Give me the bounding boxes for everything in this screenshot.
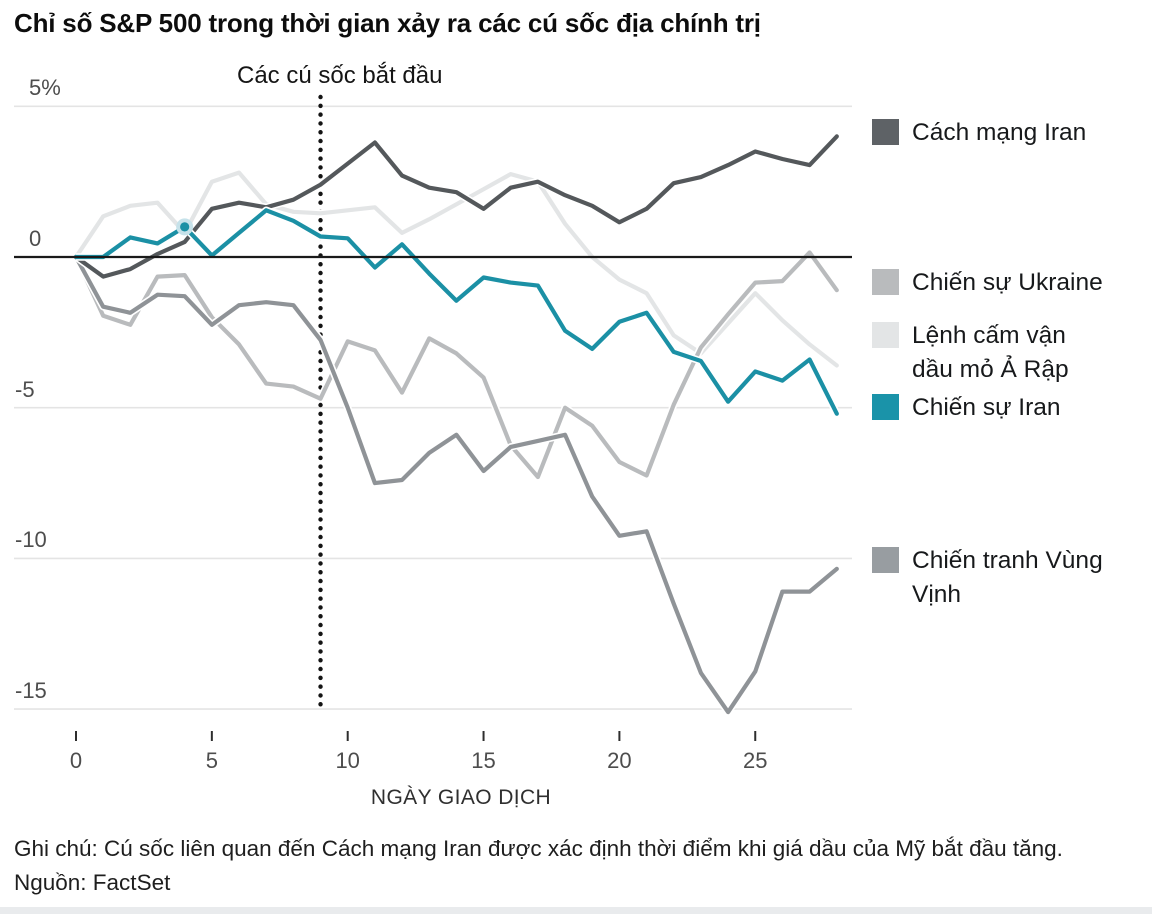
shock-start-annotation: Các cú sốc bắt đầu — [237, 62, 443, 89]
x-tick-label: 10 — [335, 748, 360, 773]
legend-label: Chiến tranh Vùng Vịnh — [912, 547, 1103, 608]
x-axis-title: NGÀY GIAO DỊCH — [370, 786, 552, 809]
x-tick-label: 5 — [205, 748, 218, 773]
legend-item-ukraine-war: Chiến sự Ukraine — [872, 266, 1152, 300]
y-tick-label: 0 — [29, 226, 42, 251]
x-tick-label: 20 — [607, 748, 632, 773]
y-tick-label: -15 — [15, 678, 47, 704]
legend-swatch-arab-oil-embargo — [872, 322, 899, 348]
legend-swatch-gulf-war — [872, 547, 899, 573]
footnote: Ghi chú: Cú sốc liên quan đến Cách mạng … — [14, 836, 1063, 861]
chart-canvas — [14, 94, 852, 741]
legend-label: Cách mạng Iran — [912, 119, 1087, 146]
y-tick-label: -10 — [15, 527, 47, 553]
x-tick-label: 15 — [471, 748, 496, 773]
legend-swatch-iran-revolution — [872, 119, 899, 145]
bottom-divider — [0, 907, 1152, 914]
legend-label: Lệnh cấm vận dầu mỏ Ả Rập — [912, 322, 1069, 383]
legend-label: Chiến sự Iran — [912, 394, 1061, 421]
legend-label: Chiến sự Ukraine — [912, 269, 1103, 296]
x-tick-label: 0 — [69, 748, 83, 773]
legend-item-iran-war: Chiến sự Iran — [872, 391, 1152, 425]
source-line: Nguồn: FactSet — [14, 870, 171, 895]
legend-swatch-iran-war — [872, 394, 899, 420]
y-tick-label: 5% — [29, 75, 61, 101]
legend-item-iran-revolution: Cách mạng Iran — [872, 116, 1152, 150]
legend-item-gulf-war: Chiến tranh Vùng Vịnh — [872, 544, 1152, 612]
x-tick-label: 25 — [743, 748, 768, 773]
y-tick-label: -5 — [15, 376, 35, 402]
page-title: Chỉ số S&P 500 trong thời gian xảy ra cá… — [14, 8, 761, 38]
legend-swatch-ukraine-war — [872, 269, 899, 295]
legend-item-arab-oil-embargo: Lệnh cấm vận dầu mỏ Ả Rập — [872, 319, 1152, 387]
